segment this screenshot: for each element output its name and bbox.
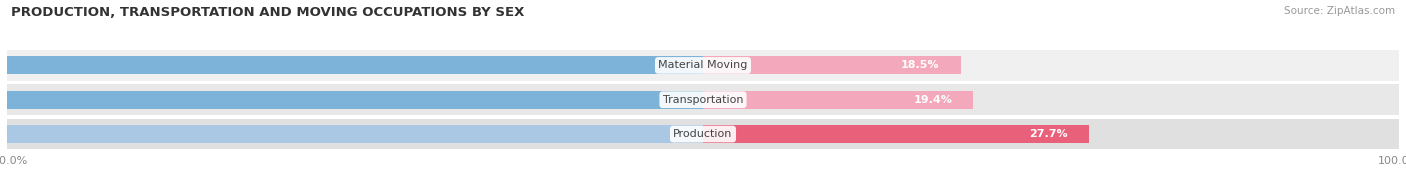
Bar bbox=[7, 119, 1399, 150]
Bar bbox=[7, 84, 1399, 115]
Text: Transportation: Transportation bbox=[662, 95, 744, 105]
Text: 19.4%: 19.4% bbox=[914, 95, 952, 105]
Bar bbox=[0, 56, 703, 74]
Text: Material Moving: Material Moving bbox=[658, 60, 748, 70]
Bar bbox=[703, 56, 960, 74]
Text: Source: ZipAtlas.com: Source: ZipAtlas.com bbox=[1284, 6, 1395, 16]
Bar bbox=[703, 91, 973, 109]
Bar bbox=[7, 50, 1399, 81]
Text: Production: Production bbox=[673, 129, 733, 139]
Bar bbox=[703, 125, 1088, 143]
Bar bbox=[0, 125, 703, 143]
Text: PRODUCTION, TRANSPORTATION AND MOVING OCCUPATIONS BY SEX: PRODUCTION, TRANSPORTATION AND MOVING OC… bbox=[11, 6, 524, 19]
Bar bbox=[0, 91, 703, 109]
Text: 18.5%: 18.5% bbox=[901, 60, 939, 70]
Text: 27.7%: 27.7% bbox=[1029, 129, 1067, 139]
